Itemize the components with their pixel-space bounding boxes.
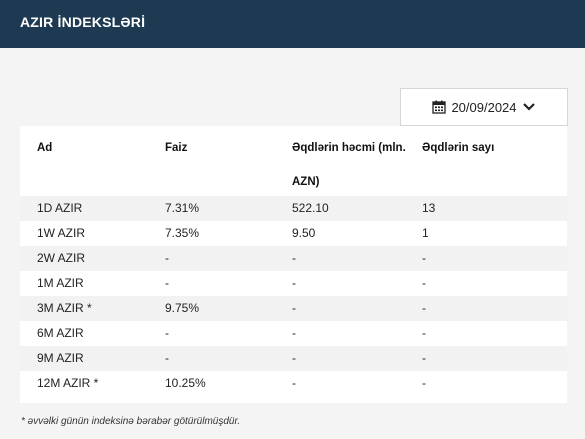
column-header-ad: Ad xyxy=(37,142,53,154)
cell-ad: 6M AZIR xyxy=(37,326,84,340)
cell-faiz: - xyxy=(165,326,169,340)
cell-volume: - xyxy=(292,301,296,315)
table-row: 1M AZIR - - - xyxy=(20,271,567,296)
cell-count: - xyxy=(422,376,426,390)
cell-volume: 522.10 xyxy=(292,201,329,215)
cell-ad: 12M AZIR * xyxy=(37,376,99,390)
table-row: 1D AZIR 7.31% 522.10 13 xyxy=(20,196,567,221)
cell-volume: 9.50 xyxy=(292,226,316,240)
cell-ad: 3M AZIR * xyxy=(37,301,92,315)
cell-ad: 1W AZIR xyxy=(37,226,86,240)
column-header-faiz: Faiz xyxy=(165,142,188,154)
cell-faiz: 9.75% xyxy=(165,301,200,315)
table-row: 12M AZIR * 10.25% - - xyxy=(20,371,567,396)
cell-faiz: 7.35% xyxy=(165,226,200,240)
cell-ad: 1M AZIR xyxy=(37,276,84,290)
cell-ad: 2W AZIR xyxy=(37,251,86,265)
cell-volume: - xyxy=(292,351,296,365)
table-row: 3M AZIR * 9.75% - - xyxy=(20,296,567,321)
table-header: Ad Faiz Əqdlərin həcmi (mln. AZN) Əqdlər… xyxy=(20,126,567,196)
cell-count: 13 xyxy=(422,201,436,215)
cell-count: - xyxy=(422,326,426,340)
cell-faiz: - xyxy=(165,251,169,265)
cell-ad: 1D AZIR xyxy=(37,201,83,215)
column-header-volume-line1: Əqdlərin həcmi (mln. xyxy=(292,142,406,154)
cell-ad: 9M AZIR xyxy=(37,351,84,365)
date-value: 20/09/2024 xyxy=(451,99,517,115)
calendar-icon xyxy=(432,100,447,114)
cell-count: 1 xyxy=(422,226,429,240)
page-title: AZIR İNDEKSLƏRİ xyxy=(20,14,146,30)
column-header-count: Əqdlərin sayı xyxy=(422,142,495,154)
cell-count: - xyxy=(422,351,426,365)
cell-faiz: - xyxy=(165,351,169,365)
date-picker[interactable]: 20/09/2024 xyxy=(400,88,568,126)
azir-table: Ad Faiz Əqdlərin həcmi (mln. AZN) Əqdlər… xyxy=(20,126,567,403)
cell-volume: - xyxy=(292,251,296,265)
column-header-volume-line2: AZN) xyxy=(292,176,320,188)
cell-count: - xyxy=(422,276,426,290)
cell-volume: - xyxy=(292,326,296,340)
cell-count: - xyxy=(422,301,426,315)
table-row: 2W AZIR - - - xyxy=(20,246,567,271)
cell-volume: - xyxy=(292,376,296,390)
cell-faiz: 7.31% xyxy=(165,201,200,215)
cell-faiz: 10.25% xyxy=(165,376,206,390)
page-header: AZIR İNDEKSLƏRİ xyxy=(0,0,585,48)
footnote: * əvvəlki günün indeksinə bərabər götürü… xyxy=(21,416,241,427)
cell-volume: - xyxy=(292,276,296,290)
chevron-down-icon xyxy=(522,102,536,112)
cell-faiz: - xyxy=(165,276,169,290)
table-row: 6M AZIR - - - xyxy=(20,321,567,346)
cell-count: - xyxy=(422,251,426,265)
table-row: 1W AZIR 7.35% 9.50 1 xyxy=(20,221,567,246)
table-row: 9M AZIR - - - xyxy=(20,346,567,371)
